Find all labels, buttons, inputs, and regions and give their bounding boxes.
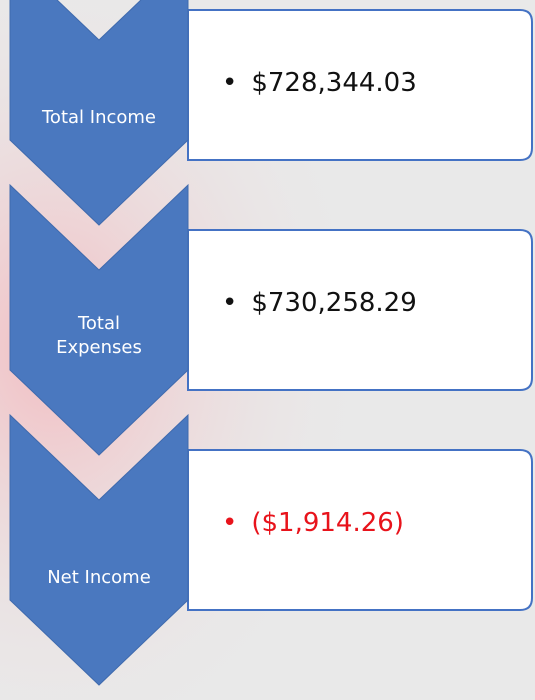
value-box [187,449,533,611]
bullet-value: • $728,344.03 [222,68,417,98]
bullet: • [222,288,238,318]
chevron-label: Total Expenses [10,312,188,360]
value-text: ($1,914.26) [251,508,404,538]
bullet-value: • ($1,914.26) [222,508,404,538]
bullet: • [222,508,238,538]
bullet-value: • $730,258.29 [222,288,417,318]
label-line: Net Income [47,567,151,588]
value-box [187,9,533,161]
chevron-arrow [9,413,189,686]
chevron-label: Total Income [10,106,188,130]
value-box [187,229,533,391]
chevron-arrow [9,183,189,456]
label-line: Expenses [56,337,142,358]
chevron-arrow [9,0,189,226]
label-line: Total [77,313,121,334]
value-text: $730,258.29 [251,288,417,318]
bullet: • [222,68,238,98]
label-line: Total Income [42,107,156,128]
chevron-label: Net Income [10,566,188,590]
value-text: $728,344.03 [251,68,417,98]
